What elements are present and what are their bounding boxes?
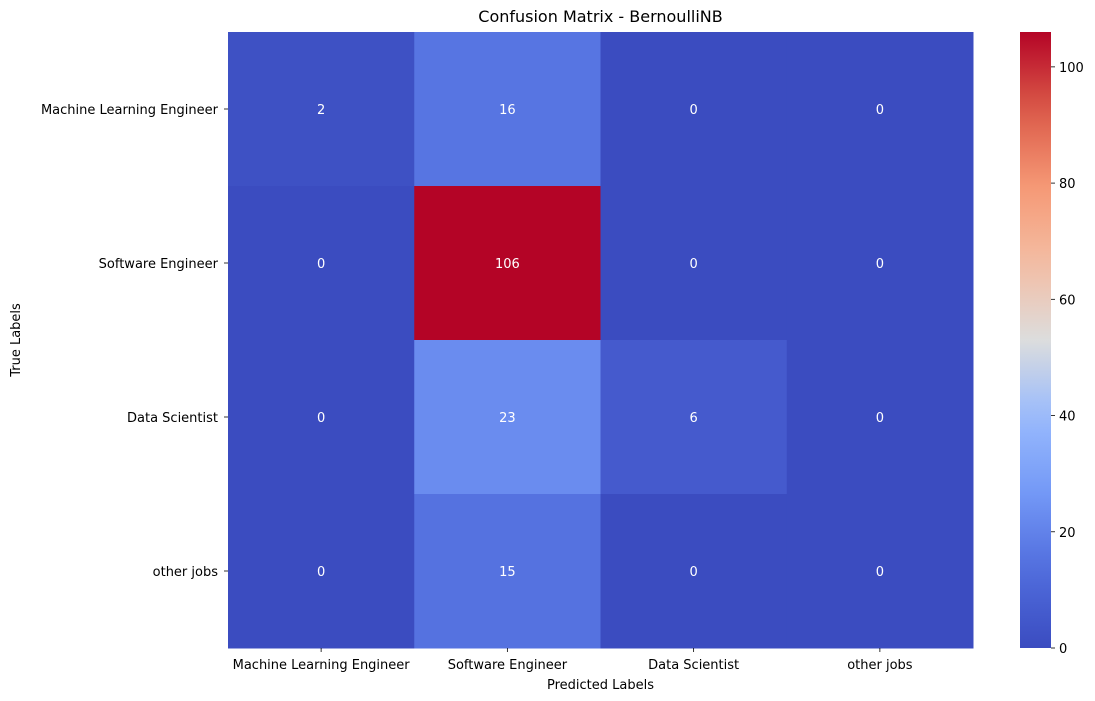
y-tick-label: Machine Learning Engineer xyxy=(41,103,219,118)
x-tick-labels: Machine Learning Engineer Software Engine… xyxy=(233,648,913,673)
heatmap-cell xyxy=(786,494,974,649)
heatmap-cell xyxy=(600,340,788,495)
heatmap-grid: 2 16 0 0 0 106 0 0 0 23 6 0 0 15 0 0 xyxy=(228,32,974,649)
y-axis-label: True Labels xyxy=(9,303,24,378)
cell-value-label: 106 xyxy=(495,257,520,272)
cell-value-label: 6 xyxy=(689,411,697,426)
cell-value-label: 15 xyxy=(499,565,516,580)
heatmap-cell xyxy=(786,186,974,341)
heatmap-cell xyxy=(228,494,415,649)
cell-value-label: 16 xyxy=(499,103,516,118)
cell-value-label: 0 xyxy=(876,565,884,580)
y-tick-label: Data Scientist xyxy=(127,411,218,426)
heatmap-cell xyxy=(414,340,601,495)
cell-value-label: 0 xyxy=(876,257,884,272)
heatmap-cell xyxy=(786,340,974,495)
heatmap-cell xyxy=(414,494,601,649)
cell-value-label: 2 xyxy=(317,103,325,118)
colorbar-tick-label: 60 xyxy=(1059,293,1076,308)
y-tick-labels: Machine Learning Engineer Software Engine… xyxy=(41,103,228,580)
heatmap-cell xyxy=(600,32,788,187)
cell-value-label: 23 xyxy=(499,411,516,426)
x-tick-label: Data Scientist xyxy=(648,658,739,673)
heatmap-cell xyxy=(414,186,601,341)
heatmap-cell xyxy=(228,340,415,495)
colorbar-tick-label: 20 xyxy=(1059,526,1076,541)
heatmap-cell xyxy=(786,32,974,187)
cell-value-label: 0 xyxy=(317,411,325,426)
y-tick-label: Software Engineer xyxy=(99,257,219,272)
colorbar-tick-label: 80 xyxy=(1059,177,1076,192)
colorbar-gradient xyxy=(1020,32,1051,648)
colorbar-tick-label: 100 xyxy=(1059,61,1084,76)
chart-title: Confusion Matrix - BernoulliNB xyxy=(478,7,722,26)
cell-value-label: 0 xyxy=(317,257,325,272)
x-tick-label: other jobs xyxy=(847,658,913,673)
heatmap-cell xyxy=(228,186,415,341)
heatmap-cell xyxy=(600,494,788,649)
y-tick-label: other jobs xyxy=(153,565,219,580)
x-tick-label: Machine Learning Engineer xyxy=(233,658,411,673)
cell-value-label: 0 xyxy=(876,411,884,426)
x-axis-label: Predicted Labels xyxy=(547,678,654,693)
colorbar-tick-label: 0 xyxy=(1059,642,1067,657)
cell-value-label: 0 xyxy=(317,565,325,580)
cell-value-label: 0 xyxy=(876,103,884,118)
x-tick-label: Software Engineer xyxy=(448,658,568,673)
cell-value-label: 0 xyxy=(689,103,697,118)
colorbar: 0 20 40 60 80 100 xyxy=(1020,32,1084,657)
cell-value-label: 0 xyxy=(689,565,697,580)
heatmap-cell xyxy=(414,32,601,187)
cell-value-label: 0 xyxy=(689,257,697,272)
colorbar-tick-label: 40 xyxy=(1059,410,1076,425)
heatmap-cell xyxy=(228,32,415,187)
heatmap-cell xyxy=(600,186,788,341)
